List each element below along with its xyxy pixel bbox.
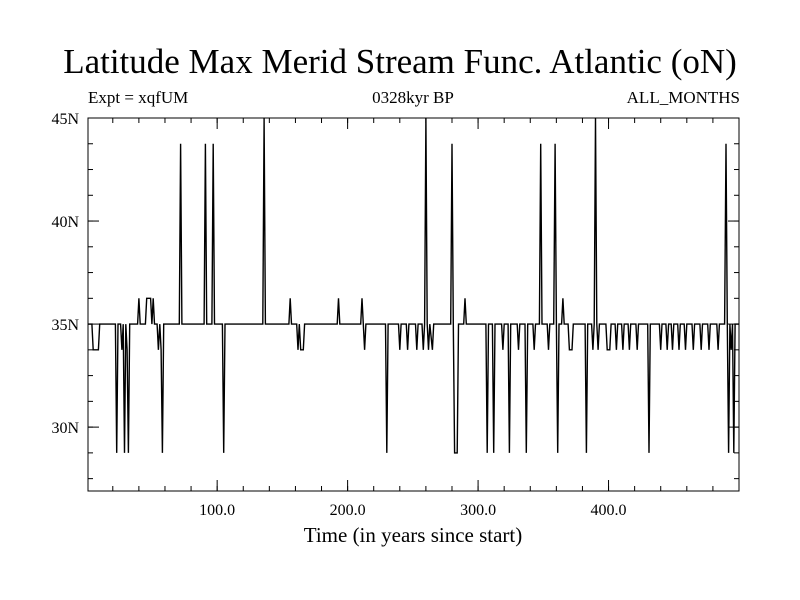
x-tick-label: 100.0: [199, 502, 235, 519]
x-tick-label: 400.0: [591, 502, 627, 519]
x-axis-label: Time (in years since start): [303, 523, 523, 547]
y-tick-label: 45N: [51, 111, 79, 128]
chart-title: Latitude Max Merid Stream Func. Atlantic…: [63, 42, 737, 81]
y-tick-label: 35N: [51, 317, 79, 334]
series-line: [88, 117, 739, 454]
y-tick-label: 30N: [51, 420, 79, 437]
months-label: ALL_MONTHS: [626, 88, 740, 107]
experiment-label: Expt = xqfUM: [88, 88, 189, 107]
x-tick-label: 200.0: [330, 502, 366, 519]
plot-frame: [87, 117, 740, 492]
period-label: 0328kyr BP: [372, 88, 454, 107]
x-tick-label: 300.0: [460, 502, 496, 519]
y-tick-label: 40N: [51, 214, 79, 231]
